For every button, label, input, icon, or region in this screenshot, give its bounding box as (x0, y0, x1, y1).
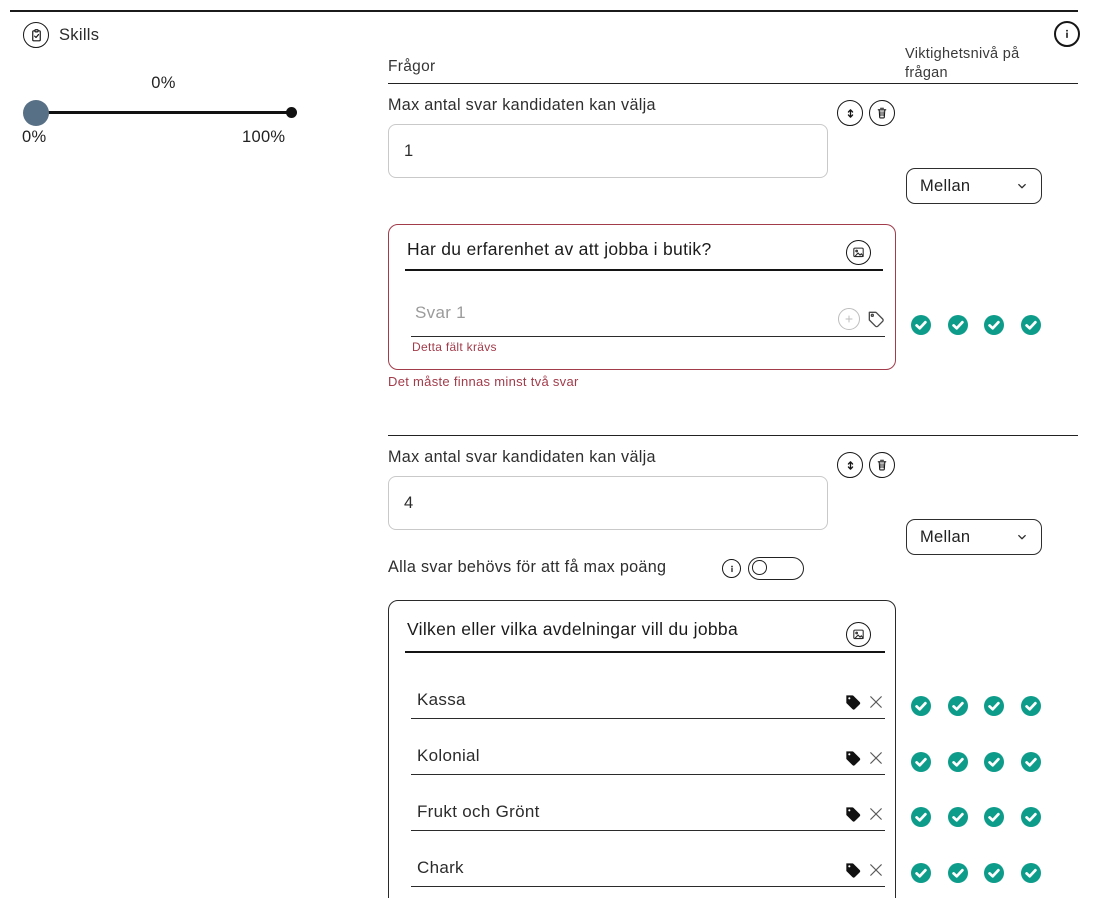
q2-score-checks-row (911, 863, 1041, 883)
q2-image-icon[interactable] (846, 622, 871, 647)
q1-delete-button[interactable] (869, 100, 895, 126)
check-circle-icon[interactable] (1020, 807, 1041, 827)
q2-toggle-label: Alla svar behövs för att få max poäng (388, 558, 667, 576)
check-circle-icon[interactable] (984, 807, 1004, 827)
check-circle-icon[interactable] (947, 315, 968, 335)
slider-current-value: 0% (151, 74, 176, 92)
answer-underline (411, 830, 885, 831)
q1-reorder-button[interactable] (837, 100, 863, 126)
check-circle-icon[interactable] (984, 696, 1004, 716)
questions-heading: Frågor (388, 58, 436, 75)
slider-max-label: 100% (242, 128, 286, 146)
q2-all-answers-toggle[interactable] (748, 557, 804, 580)
q1-importance-select[interactable]: Mellan (906, 168, 1042, 204)
check-circle-icon[interactable] (1020, 315, 1041, 335)
check-circle-icon[interactable] (947, 807, 968, 827)
check-circle-icon[interactable] (947, 696, 968, 716)
check-circle-icon[interactable] (911, 807, 931, 827)
tag-filled-icon[interactable] (843, 748, 863, 768)
top-divider (10, 10, 1078, 12)
clipboard-check-icon (23, 22, 49, 48)
slider-handle[interactable] (23, 100, 49, 126)
remove-answer-icon[interactable] (867, 749, 885, 767)
chevron-down-icon (1015, 530, 1029, 544)
q2-delete-button[interactable] (869, 452, 895, 478)
answer-underline (411, 718, 885, 719)
q2-score-checks-row (911, 807, 1041, 827)
question-divider (388, 435, 1078, 436)
info-icon[interactable] (1054, 21, 1080, 47)
q1-max-answers-input[interactable] (388, 124, 828, 178)
check-circle-icon[interactable] (1020, 752, 1041, 772)
check-circle-icon[interactable] (911, 696, 931, 716)
q1-card: Har du erfarenhet av att jobba i butik? … (388, 224, 896, 370)
q1-importance-value: Mellan (920, 176, 971, 195)
check-circle-icon[interactable] (984, 863, 1004, 883)
skills-section-header: Skills (23, 22, 99, 48)
q1-add-answer-icon[interactable] (838, 308, 860, 330)
skills-section-title: Skills (59, 25, 100, 44)
check-circle-icon[interactable] (984, 315, 1004, 335)
q2-importance-select[interactable]: Mellan (906, 519, 1042, 555)
q2-answer-text[interactable]: Chark (417, 858, 464, 877)
slider-end-dot (286, 107, 297, 118)
check-circle-icon[interactable] (1020, 696, 1041, 716)
check-circle-icon[interactable] (911, 315, 931, 335)
q2-max-answers-input[interactable] (388, 476, 828, 530)
slider-track[interactable] (36, 111, 291, 114)
q2-answer-text[interactable]: Kassa (417, 690, 466, 709)
toggle-knob (752, 560, 767, 575)
check-circle-icon[interactable] (1020, 863, 1041, 883)
answer-underline (411, 774, 885, 775)
check-circle-icon[interactable] (911, 863, 931, 883)
remove-answer-icon[interactable] (867, 861, 885, 879)
q2-title[interactable]: Vilken eller vilka avdelningar vill du j… (407, 619, 738, 639)
tag-filled-icon[interactable] (843, 860, 863, 880)
q2-answer-text[interactable]: Frukt och Grönt (417, 802, 540, 821)
q2-answer-text[interactable]: Kolonial (417, 746, 480, 765)
q1-answer-input[interactable] (415, 303, 815, 323)
check-circle-icon[interactable] (947, 752, 968, 772)
q1-max-answers-label: Max antal svar kandidaten kan välja (388, 96, 656, 114)
q1-answer-underline (411, 336, 885, 337)
q1-title-underline (405, 269, 883, 271)
remove-answer-icon[interactable] (867, 693, 885, 711)
q2-card: Vilken eller vilka avdelningar vill du j… (388, 600, 896, 898)
q2-title-underline (405, 651, 885, 653)
q2-score-checks-row (911, 752, 1041, 772)
q2-score-checks-row (911, 696, 1041, 716)
chevron-down-icon (1015, 179, 1029, 193)
q2-importance-value: Mellan (920, 527, 971, 546)
q1-image-icon[interactable] (846, 240, 871, 265)
q1-required-error: Detta fält krävs (412, 340, 497, 354)
q1-title[interactable]: Har du erfarenhet av att jobba i butik? (407, 239, 712, 259)
check-circle-icon[interactable] (911, 752, 931, 772)
q1-score-checks (911, 315, 1041, 335)
q1-tag-icon[interactable] (866, 309, 886, 329)
q1-min-answers-error: Det måste finnas minst två svar (388, 374, 579, 389)
slider-min-label: 0% (22, 128, 47, 146)
q2-max-answers-label: Max antal svar kandidaten kan välja (388, 448, 656, 466)
check-circle-icon[interactable] (984, 752, 1004, 772)
check-circle-icon[interactable] (947, 863, 968, 883)
q2-reorder-button[interactable] (837, 452, 863, 478)
questions-heading-divider (388, 83, 1078, 84)
answer-underline (411, 886, 885, 887)
tag-filled-icon[interactable] (843, 692, 863, 712)
importance-column-label: Viktighetsnivå på frågan (905, 46, 1020, 82)
tag-filled-icon[interactable] (843, 804, 863, 824)
remove-answer-icon[interactable] (867, 805, 885, 823)
q2-toggle-info-icon[interactable] (722, 559, 741, 578)
